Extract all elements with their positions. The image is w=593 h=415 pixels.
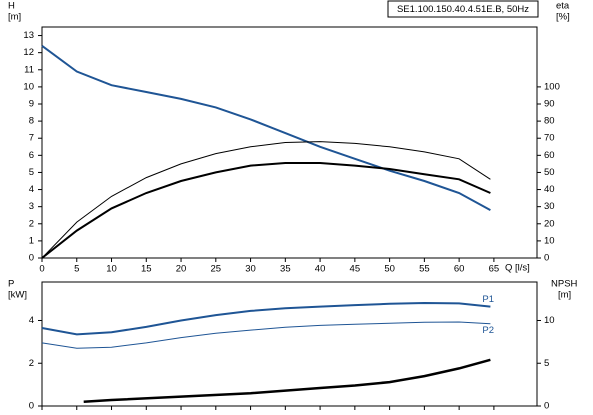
y2-tick-label: 60 [544, 150, 555, 161]
x-tick-label: 60 [454, 264, 465, 275]
x-tick-label: 15 [141, 264, 152, 275]
y-tick-label: 8 [29, 116, 34, 127]
series-label: P1 [482, 294, 494, 305]
curve [83, 358, 491, 403]
plot-frame [41, 26, 538, 259]
y-tick-label: 3 [29, 201, 34, 212]
y-label: H [8, 1, 15, 12]
x-tick-label: 5 [74, 264, 79, 275]
y-tick-label: 10 [23, 81, 34, 92]
y-tick-label: 1 [29, 235, 34, 246]
y-tick-label: 12 [23, 47, 34, 58]
x-tick-label: 45 [350, 264, 361, 275]
y-tick-label: 5 [29, 167, 34, 178]
x-tick-label: 50 [384, 264, 395, 275]
x-tick-label: 25 [211, 264, 222, 275]
x-tick-label: 35 [280, 264, 291, 275]
x-tick-label: 30 [245, 264, 256, 275]
y2-label: NPSH [551, 279, 578, 290]
y2-tick-label: 80 [544, 116, 555, 127]
y-tick-label: 0 [29, 253, 34, 264]
x-label: Q [l/s] [505, 263, 530, 274]
y2-tick-label: 50 [544, 167, 555, 178]
y-tick-label: 2 [29, 358, 34, 369]
y2-tick-label: 30 [544, 201, 555, 212]
y2-tick-label: 0 [544, 253, 549, 264]
x-tick-label: 10 [106, 264, 117, 275]
y-tick-label: 7 [29, 133, 34, 144]
plot-frame [41, 281, 538, 407]
curve [41, 141, 491, 259]
y2-tick-label: 90 [544, 99, 555, 110]
x-tick-label: 0 [39, 264, 44, 275]
x-tick-label: 20 [176, 264, 187, 275]
title-box [387, 0, 539, 18]
y-tick-label: 2 [29, 218, 34, 229]
y-tick-label: 13 [23, 30, 34, 41]
y2-tick-label: 10 [544, 315, 555, 326]
y2-tick-label: 5 [544, 358, 549, 369]
x-tick-label: 40 [315, 264, 326, 275]
y-tick-label: 9 [29, 99, 34, 110]
y2-tick-label: 40 [544, 184, 555, 195]
y2-unit: [m] [558, 290, 571, 301]
y-unit: [m] [8, 12, 21, 23]
y-label: P [8, 279, 14, 290]
y2-tick-label: 0 [544, 401, 549, 412]
curve [41, 44, 491, 211]
series-label: P2 [482, 325, 494, 336]
curve [41, 162, 491, 259]
y2-tick-label: 100 [544, 81, 560, 92]
y2-unit: [%] [556, 12, 570, 23]
y-tick-label: 0 [29, 401, 34, 412]
x-tick-label: 55 [419, 264, 430, 275]
y2-tick-label: 20 [544, 218, 555, 229]
x-tick-label: 65 [489, 264, 500, 275]
chart-title: SE1.100.150.40.4.51E.B, 50Hz [397, 4, 529, 15]
y2-tick-label: 70 [544, 133, 555, 144]
curve [41, 321, 491, 349]
y-tick-label: 11 [24, 64, 34, 75]
y-tick-label: 6 [29, 150, 34, 161]
y2-tick-label: 10 [544, 235, 555, 246]
y-unit: [kW] [8, 290, 27, 301]
y-tick-label: 4 [29, 315, 34, 326]
y-tick-label: 4 [29, 184, 34, 195]
curve [41, 301, 491, 336]
y2-label: eta [556, 1, 570, 12]
